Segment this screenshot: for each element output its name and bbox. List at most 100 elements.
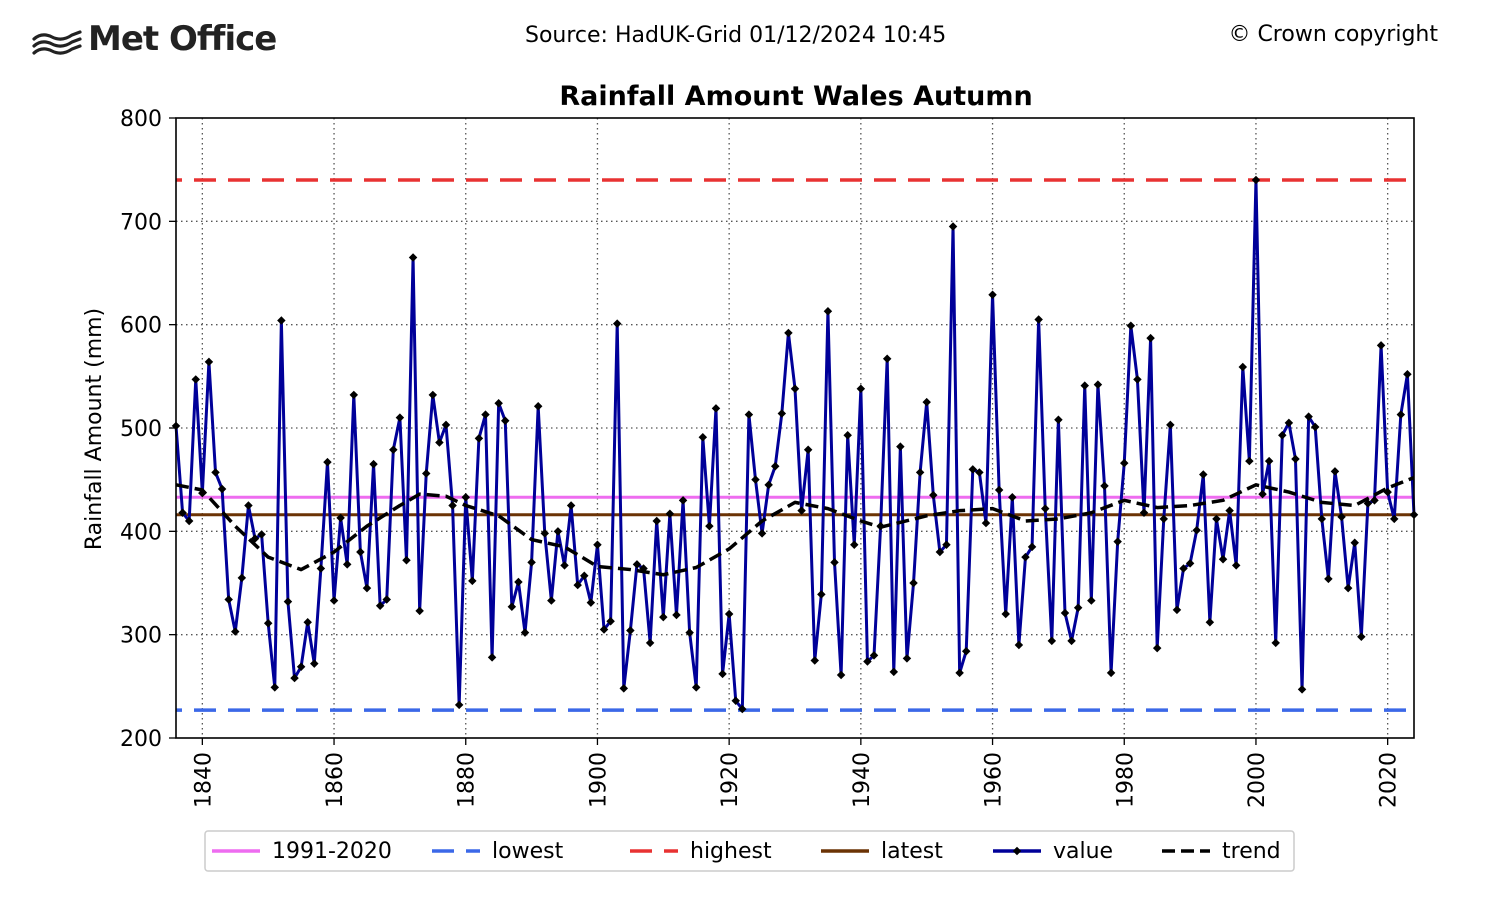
x-tick-label: 2000 — [1245, 752, 1270, 808]
value-marker — [1192, 526, 1201, 535]
value-marker — [639, 564, 648, 573]
value-marker — [1040, 504, 1050, 513]
value-marker — [1001, 609, 1010, 619]
x-tick-label: 1900 — [586, 752, 611, 808]
value-marker — [1073, 603, 1083, 613]
value-marker — [198, 488, 207, 498]
value-marker — [1100, 481, 1109, 491]
value-marker — [329, 596, 339, 605]
value-marker — [415, 606, 424, 616]
value-marker — [1133, 375, 1142, 384]
value-marker — [316, 564, 326, 573]
value-marker — [501, 416, 510, 426]
value-marker — [1317, 514, 1327, 524]
legend-box — [204, 830, 1295, 872]
x-tick-label: 2020 — [1377, 752, 1402, 808]
y-tick-label: 400 — [120, 520, 162, 545]
value-marker — [204, 357, 214, 367]
value-marker — [435, 438, 444, 447]
value-marker — [586, 598, 596, 607]
y-tick-label: 500 — [120, 417, 162, 442]
value-marker — [296, 662, 306, 671]
value-marker — [1120, 458, 1129, 468]
value-marker — [369, 459, 378, 469]
copyright-label: © Crown copyright — [1228, 22, 1438, 47]
legend-label-value: value — [1053, 839, 1113, 864]
value-marker — [1172, 605, 1182, 615]
value-marker — [988, 290, 997, 299]
value-marker — [540, 529, 550, 538]
x-axis-ticks: 1840 1860 1880 1900 1920 1940 1960 1980 2000 2020 — [191, 738, 1402, 808]
value-marker — [395, 413, 405, 422]
value-marker — [599, 625, 609, 634]
value-marker — [803, 445, 813, 454]
value-marker — [626, 626, 635, 635]
value-marker — [856, 384, 866, 393]
series-layer — [171, 175, 1419, 714]
legend: 1991-2020 lowest highest latest value trend — [204, 830, 1295, 872]
value-marker — [672, 610, 681, 620]
value-marker — [1403, 370, 1412, 379]
value-marker — [342, 560, 352, 569]
value-marker — [237, 573, 247, 583]
y-axis-label: Rainfall Amount (mm) — [82, 308, 107, 550]
value-marker — [975, 468, 984, 477]
value-marker — [836, 670, 846, 680]
value-marker — [1231, 561, 1241, 570]
value-marker — [744, 410, 754, 419]
value-marker — [1383, 487, 1392, 497]
value-marker — [612, 319, 622, 328]
y-axis-ticks: 200 300 400 500 600 700 800 — [120, 107, 176, 752]
value-marker — [593, 540, 602, 550]
value-marker — [1212, 514, 1221, 524]
value-marker — [889, 667, 899, 677]
value-marker — [263, 619, 273, 628]
value-marker — [1106, 668, 1116, 678]
value-marker — [876, 521, 885, 531]
y-tick-label: 700 — [120, 210, 162, 235]
value-marker — [217, 484, 227, 494]
value-marker — [942, 540, 951, 550]
value-marker — [659, 612, 668, 622]
value-marker — [448, 501, 457, 510]
value-marker — [1343, 583, 1353, 593]
value-marker — [1179, 564, 1188, 573]
value-marker — [955, 668, 964, 678]
legend-label-highest: highest — [690, 839, 772, 864]
value-marker — [1159, 514, 1169, 524]
x-tick-label: 1980 — [1113, 752, 1138, 808]
value-marker — [1166, 420, 1175, 430]
value-marker — [1264, 456, 1274, 466]
value-marker — [553, 527, 563, 536]
trend-line — [175, 475, 1415, 577]
value-marker — [843, 430, 852, 440]
value-marker — [1080, 381, 1089, 390]
value-marker — [356, 547, 365, 557]
value-marker — [1008, 492, 1017, 502]
value-marker — [1291, 454, 1300, 464]
value-marker — [191, 375, 200, 384]
value-marker — [817, 590, 826, 599]
value-marker — [547, 596, 556, 605]
value-marker — [968, 465, 978, 474]
value-marker — [724, 609, 734, 619]
legend-label-lowest: lowest — [492, 839, 564, 864]
value-marker — [1238, 362, 1248, 372]
value-marker — [1152, 643, 1162, 653]
value-marker — [902, 654, 912, 663]
value-marker — [718, 669, 727, 679]
value-marker — [389, 445, 398, 454]
reference-lines — [176, 178, 1414, 712]
value-marker — [850, 540, 859, 550]
legend-label-average: 1991-2020 — [272, 839, 392, 864]
value-marker — [323, 457, 332, 467]
value-marker — [520, 628, 530, 637]
value-marker — [527, 558, 536, 567]
value-marker — [408, 253, 418, 262]
y-tick-label: 300 — [120, 624, 162, 649]
legend-label-trend: trend — [1222, 839, 1281, 864]
value-marker — [349, 390, 359, 400]
value-marker — [303, 618, 312, 627]
value-marker — [1027, 542, 1037, 552]
